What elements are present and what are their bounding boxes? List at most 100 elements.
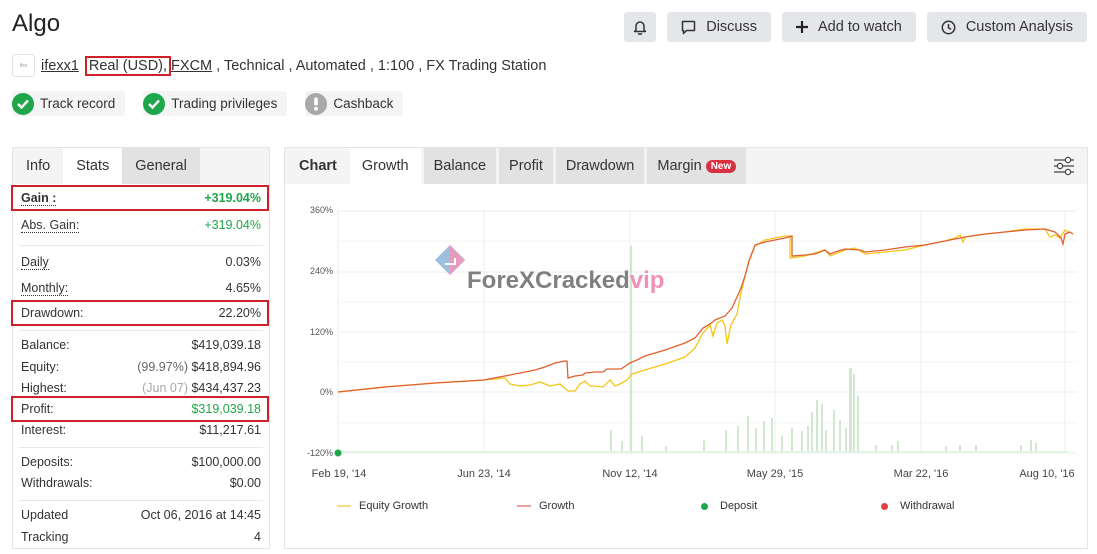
- stat-label: Deposits:: [21, 455, 74, 469]
- divider: [19, 447, 263, 448]
- legend-label: Deposit: [720, 500, 758, 512]
- sliders-icon: [1053, 156, 1075, 180]
- notify-button[interactable]: [624, 12, 657, 42]
- stat-gain: Gain : +319.04%: [21, 191, 261, 206]
- tab-balance[interactable]: Balance: [423, 148, 497, 184]
- tab-stats[interactable]: Stats: [63, 148, 123, 184]
- tab-growth[interactable]: Growth: [349, 148, 421, 184]
- bell-icon: [633, 19, 647, 35]
- account-meta: ifxx ifexx1 Real (USD), FXCM , Technical…: [12, 54, 546, 77]
- stat-value: +319.04%: [204, 191, 261, 205]
- stat-daily: Daily 0.03%: [21, 255, 261, 270]
- discuss-label: Discuss: [706, 19, 757, 35]
- stat-value: 0.03%: [225, 255, 261, 269]
- user-link[interactable]: ifexx1: [41, 57, 79, 74]
- y-tick: 360%: [309, 205, 333, 215]
- stat-note: (Jun 07): [142, 381, 188, 395]
- tab-label: Margin: [657, 158, 702, 174]
- stat-label: Interest:: [21, 423, 67, 437]
- divider: [19, 245, 263, 246]
- stat-label: Profit:: [21, 402, 54, 416]
- tab-profit[interactable]: Profit: [499, 148, 553, 184]
- y-tick: -120%: [306, 448, 333, 458]
- tab-general[interactable]: General: [122, 148, 200, 184]
- check-circle-icon: [12, 92, 34, 115]
- stat-value: $100,000.00: [191, 455, 261, 469]
- chart-panel: Chart Growth Balance Profit Drawdown Mar…: [284, 147, 1088, 549]
- stat-label[interactable]: Daily: [21, 255, 49, 270]
- x-tick: Nov 12, '14: [602, 468, 658, 480]
- growth-chart[interactable]: ForeXCrackedvip: [285, 148, 1089, 498]
- add-to-watch-button[interactable]: Add to watch: [781, 12, 916, 42]
- stat-value: $419,039.18: [191, 338, 261, 352]
- plus-icon: [795, 21, 808, 33]
- legend-growth[interactable]: Growth: [517, 500, 574, 512]
- stat-note: (99.97%): [137, 360, 188, 374]
- line-swatch-icon: [337, 505, 351, 507]
- badge-label: Trading privileges: [171, 96, 278, 111]
- stat-value-wrap: (99.97%) $418,894.96: [137, 360, 261, 374]
- badge-track-record[interactable]: Track record: [12, 91, 126, 116]
- stat-abs-gain: Abs. Gain: +319.04%: [21, 218, 261, 233]
- discuss-button[interactable]: Discuss: [667, 12, 771, 42]
- legend-equity-growth[interactable]: Equity Growth: [337, 500, 428, 512]
- stat-value: 4: [254, 530, 261, 544]
- legend-label: Equity Growth: [359, 500, 429, 512]
- x-tick: May 29, '15: [746, 468, 804, 480]
- badge-cashback[interactable]: Cashback: [305, 91, 404, 116]
- legend-label: Growth: [539, 500, 575, 512]
- x-tick: Feb 19, '14: [311, 468, 367, 480]
- stat-value: $418,894.96: [191, 360, 261, 374]
- line-swatch-icon: [517, 505, 531, 507]
- y-tick: 0%: [319, 387, 333, 397]
- tab-info[interactable]: Info: [26, 158, 51, 174]
- gain-highlight: [11, 185, 269, 211]
- stat-label[interactable]: Monthly:: [21, 281, 69, 296]
- legend-label: Withdrawal: [900, 500, 955, 512]
- stat-value-wrap: (Jun 07) $434,437.23: [142, 381, 261, 395]
- tab-margin[interactable]: Margin New: [647, 148, 747, 184]
- divider: [19, 330, 263, 331]
- stat-interest: Interest: $11,217.61: [21, 423, 261, 437]
- badge-label: Cashback: [333, 96, 394, 111]
- stat-value: 22.20%: [218, 306, 261, 320]
- stat-label: Drawdown:: [21, 306, 84, 320]
- stat-profit: Profit: $319,039.18: [21, 402, 261, 416]
- stats-tabs: Info Stats General: [13, 148, 269, 184]
- account-type: Real (USD),: [84, 55, 172, 76]
- chart-label: Chart: [299, 158, 337, 174]
- check-circle-icon: [143, 92, 166, 115]
- watermark-text: ForeXCrackedvip: [467, 267, 664, 294]
- stat-drawdown: Drawdown: 22.20%: [21, 306, 261, 320]
- stat-highest: Highest: (Jun 07) $434,437.23: [21, 381, 261, 395]
- legend-deposit[interactable]: Deposit: [701, 500, 757, 512]
- stat-label: Updated: [21, 508, 69, 522]
- stat-label: Balance:: [21, 338, 70, 352]
- account-details: , Technical , Automated , 1:100 , FX Tra…: [212, 57, 547, 74]
- stat-label[interactable]: Gain :: [21, 191, 57, 206]
- chart-settings-button[interactable]: [1053, 156, 1075, 181]
- comment-icon: [681, 20, 696, 35]
- stat-value: $319,039.18: [191, 402, 261, 416]
- stat-value: $434,437.23: [191, 381, 261, 395]
- custom-analysis-button[interactable]: Custom Analysis: [926, 12, 1087, 42]
- stat-tracking: Tracking 4: [21, 530, 261, 544]
- stat-label: Highest:: [21, 381, 67, 395]
- legend-withdrawal[interactable]: Withdrawal: [881, 500, 954, 512]
- x-tick: Aug 10, '16: [1019, 468, 1075, 480]
- chart-tabs: Chart Growth Balance Profit Drawdown Mar…: [285, 148, 1087, 184]
- stat-withdrawals: Withdrawals: $0.00: [21, 476, 261, 490]
- badge-label: Track record: [40, 96, 116, 111]
- profit-highlight: [11, 396, 269, 422]
- stat-label: Withdrawals:: [21, 476, 93, 490]
- avatar[interactable]: ifxx: [12, 54, 35, 77]
- stat-label[interactable]: Abs. Gain:: [21, 218, 80, 233]
- verification-badges: Track record Trading privileges Cashback: [12, 91, 404, 116]
- y-tick: 120%: [309, 327, 333, 337]
- tab-drawdown[interactable]: Drawdown: [555, 148, 645, 184]
- stat-balance: Balance: $419,039.18: [21, 338, 261, 352]
- broker-link[interactable]: FXCM: [171, 57, 213, 74]
- stat-value: Oct 06, 2016 at 14:45: [140, 508, 261, 522]
- stat-deposits: Deposits: $100,000.00: [21, 455, 261, 469]
- badge-trading-privileges[interactable]: Trading privileges: [143, 91, 288, 116]
